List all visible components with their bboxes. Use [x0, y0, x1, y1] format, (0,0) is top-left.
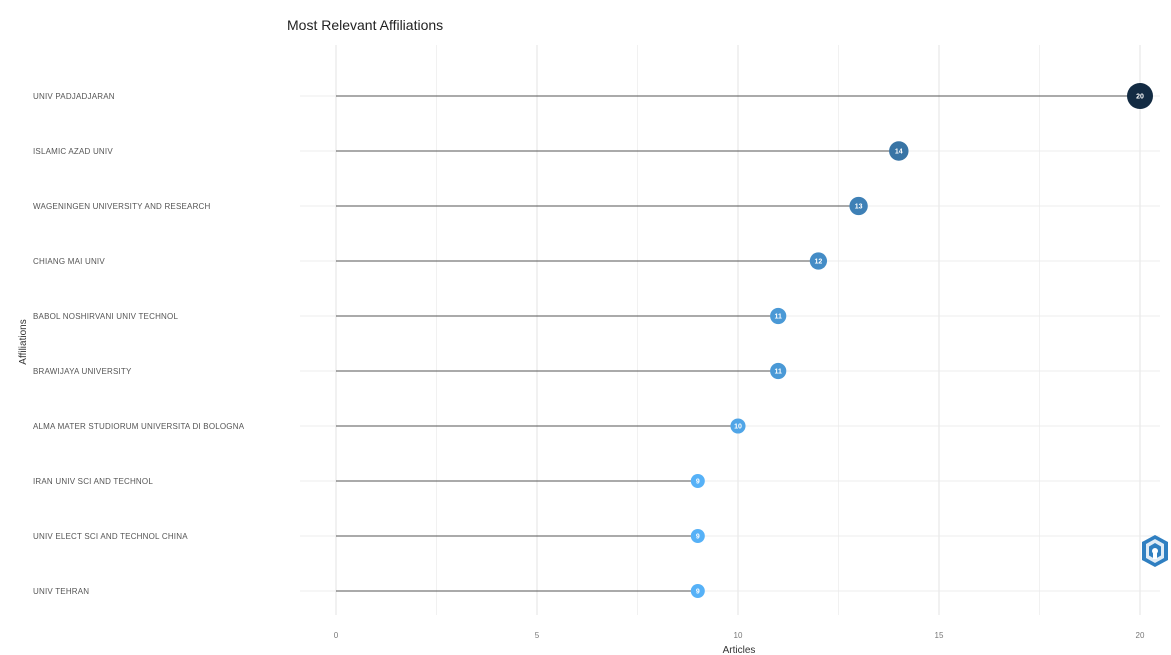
value-label: 12 [815, 259, 823, 266]
x-tick-label: 15 [935, 631, 944, 640]
lollipop-dot [809, 252, 828, 270]
lollipop-dot [730, 418, 746, 434]
category-label: UNIV PADJADJARAN [33, 92, 115, 101]
value-label: 14 [895, 149, 903, 156]
lollipop-dot [690, 584, 705, 598]
x-tick-label: 0 [334, 631, 339, 640]
x-tick-label: 10 [734, 631, 743, 640]
chart-title: Most Relevant Affiliations [287, 17, 443, 33]
x-tick-label: 5 [535, 631, 540, 640]
category-label: CHIANG MAI UNIV [33, 257, 105, 266]
category-label: UNIV TEHRAN [33, 587, 89, 596]
value-label: 9 [696, 589, 700, 596]
category-label: BRAWIJAYA UNIVERSITY [33, 367, 132, 376]
lollipop-dot [770, 307, 787, 325]
x-tick-label: 20 [1136, 631, 1145, 640]
category-label: UNIV ELECT SCI AND TECHNOL CHINA [33, 532, 188, 541]
lollipop-dot [1127, 83, 1153, 109]
category-label: BABOL NOSHIRVANI UNIV TECHNOL [33, 312, 178, 321]
category-label: ISLAMIC AZAD UNIV [33, 147, 113, 156]
lollipop-stems [336, 95, 1140, 592]
x-tick-labels: 0 5 10 15 20 [334, 631, 1145, 640]
category-label: ALMA MATER STUDIORUM UNIVERSITA DI BOLOG… [33, 422, 245, 431]
value-label: 11 [774, 369, 782, 376]
value-label: 13 [855, 204, 863, 211]
y-axis-title: Affiliations [18, 319, 29, 364]
value-label: 20 [1136, 94, 1144, 101]
lollipop-dot [770, 362, 787, 380]
lollipop-dot [889, 141, 909, 161]
lollipop-dot [849, 196, 868, 216]
category-label: IRAN UNIV SCI AND TECHNOL [33, 477, 153, 486]
value-label: 9 [696, 479, 700, 486]
lollipop-dot [690, 474, 705, 488]
category-label: WAGENINGEN UNIVERSITY AND RESEARCH [33, 202, 211, 211]
value-label: 11 [774, 314, 782, 321]
bibliometrix-logo-icon [1142, 535, 1168, 567]
gridlines [300, 45, 1160, 615]
lollipop-dot [690, 529, 705, 543]
x-axis-title: Articles [723, 645, 756, 655]
value-label: 9 [696, 534, 700, 541]
value-label: 10 [734, 424, 742, 431]
category-labels: UNIV PADJADJARAN ISLAMIC AZAD UNIV WAGENIN… [33, 92, 245, 596]
lollipop-dots: 20 14 13 12 11 11 10 9 9 9 [690, 83, 1153, 598]
